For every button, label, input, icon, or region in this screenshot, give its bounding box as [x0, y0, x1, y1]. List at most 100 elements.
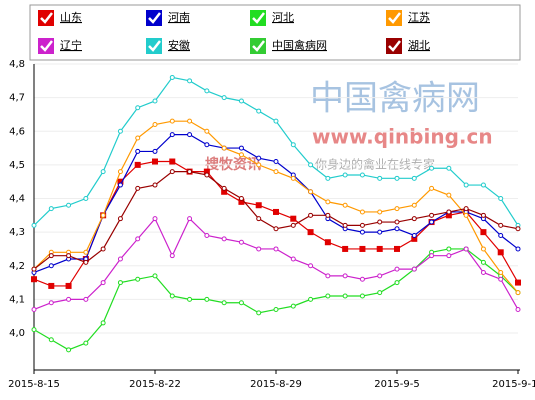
legend-check — [388, 40, 401, 52]
legend-checkbox[interactable] — [250, 10, 266, 26]
marker — [359, 245, 366, 252]
x-tick-label: 2015-8-29 — [250, 379, 302, 390]
marker — [325, 175, 331, 181]
marker — [290, 142, 296, 148]
marker — [134, 161, 141, 168]
marker — [411, 235, 418, 242]
marker — [256, 246, 262, 252]
marker — [117, 128, 123, 134]
marker — [515, 290, 521, 296]
marker — [204, 142, 210, 148]
legend-checkbox[interactable] — [38, 38, 54, 54]
marker — [290, 303, 296, 309]
marker — [463, 212, 469, 218]
marker — [394, 206, 400, 212]
legend-check — [148, 40, 161, 52]
marker — [273, 226, 279, 232]
marker — [31, 306, 37, 312]
y-tick-label: 4,5 — [9, 160, 25, 171]
marker — [66, 253, 72, 259]
marker — [480, 246, 486, 252]
marker — [498, 222, 504, 228]
marker — [117, 216, 123, 222]
marker — [480, 259, 486, 265]
marker — [221, 300, 227, 306]
marker — [446, 209, 452, 215]
legend-checkbox[interactable] — [386, 10, 402, 26]
legend-check — [252, 40, 265, 52]
y-tick-label: 4,2 — [9, 261, 25, 272]
marker — [325, 273, 331, 279]
marker — [48, 263, 54, 269]
marker — [290, 256, 296, 262]
marker — [429, 185, 435, 191]
marker — [169, 74, 175, 80]
legend-label: 辽宁 — [60, 38, 82, 52]
legend-checkbox[interactable] — [386, 38, 402, 54]
marker — [169, 118, 175, 124]
y-tick-label: 4,7 — [9, 93, 25, 104]
marker — [515, 246, 521, 252]
marker — [446, 192, 452, 198]
marker — [498, 276, 504, 282]
marker — [66, 347, 72, 353]
marker — [187, 78, 193, 84]
marker — [394, 219, 400, 225]
marker — [203, 168, 210, 175]
marker — [100, 212, 106, 218]
marker — [117, 256, 123, 262]
marker — [256, 162, 262, 168]
marker — [238, 198, 245, 205]
marker — [273, 159, 279, 165]
legend-checkbox[interactable] — [250, 38, 266, 54]
marker — [48, 300, 54, 306]
marker — [342, 222, 348, 228]
marker — [83, 249, 89, 255]
x-tick-label: 2015-9-5 — [374, 379, 419, 390]
marker — [187, 169, 193, 175]
y-tick-label: 4,6 — [9, 126, 25, 137]
y-tick-label: 4,3 — [9, 227, 25, 238]
marker — [187, 296, 193, 302]
legend-checkbox[interactable] — [146, 10, 162, 26]
marker — [152, 182, 158, 188]
series-line — [33, 171, 519, 270]
marker — [135, 148, 141, 154]
marker — [255, 202, 262, 209]
legend-check — [388, 12, 401, 24]
marker — [65, 282, 72, 289]
marker — [394, 280, 400, 286]
marker — [359, 229, 365, 235]
marker — [498, 269, 504, 275]
marker — [169, 253, 175, 259]
marker — [31, 222, 37, 228]
marker — [273, 306, 279, 312]
legend-checkbox[interactable] — [38, 10, 54, 26]
marker — [446, 165, 452, 171]
legend-checkbox[interactable] — [146, 38, 162, 54]
marker — [308, 189, 314, 195]
marker — [204, 128, 210, 134]
marker — [411, 232, 417, 238]
legend-box — [29, 4, 521, 61]
marker — [359, 172, 365, 178]
marker — [290, 175, 296, 181]
legend-label: 中国禽病网 — [272, 38, 327, 52]
watermark-slogan: 你身边的禽业在线专家 — [315, 157, 435, 172]
marker — [256, 310, 262, 316]
marker — [273, 246, 279, 252]
marker — [117, 178, 124, 185]
marker — [498, 232, 504, 238]
y-tick-label: 4,0 — [9, 328, 25, 339]
marker — [187, 132, 193, 138]
marker — [169, 132, 175, 138]
legend-label: 江苏 — [408, 11, 430, 24]
marker — [411, 202, 417, 208]
watermark-site: 中国禽病网 — [310, 79, 480, 119]
marker — [429, 253, 435, 259]
marker — [238, 196, 244, 202]
legend-label: 山东 — [60, 11, 82, 24]
marker — [152, 216, 158, 222]
legend-label: 河北 — [272, 11, 294, 24]
